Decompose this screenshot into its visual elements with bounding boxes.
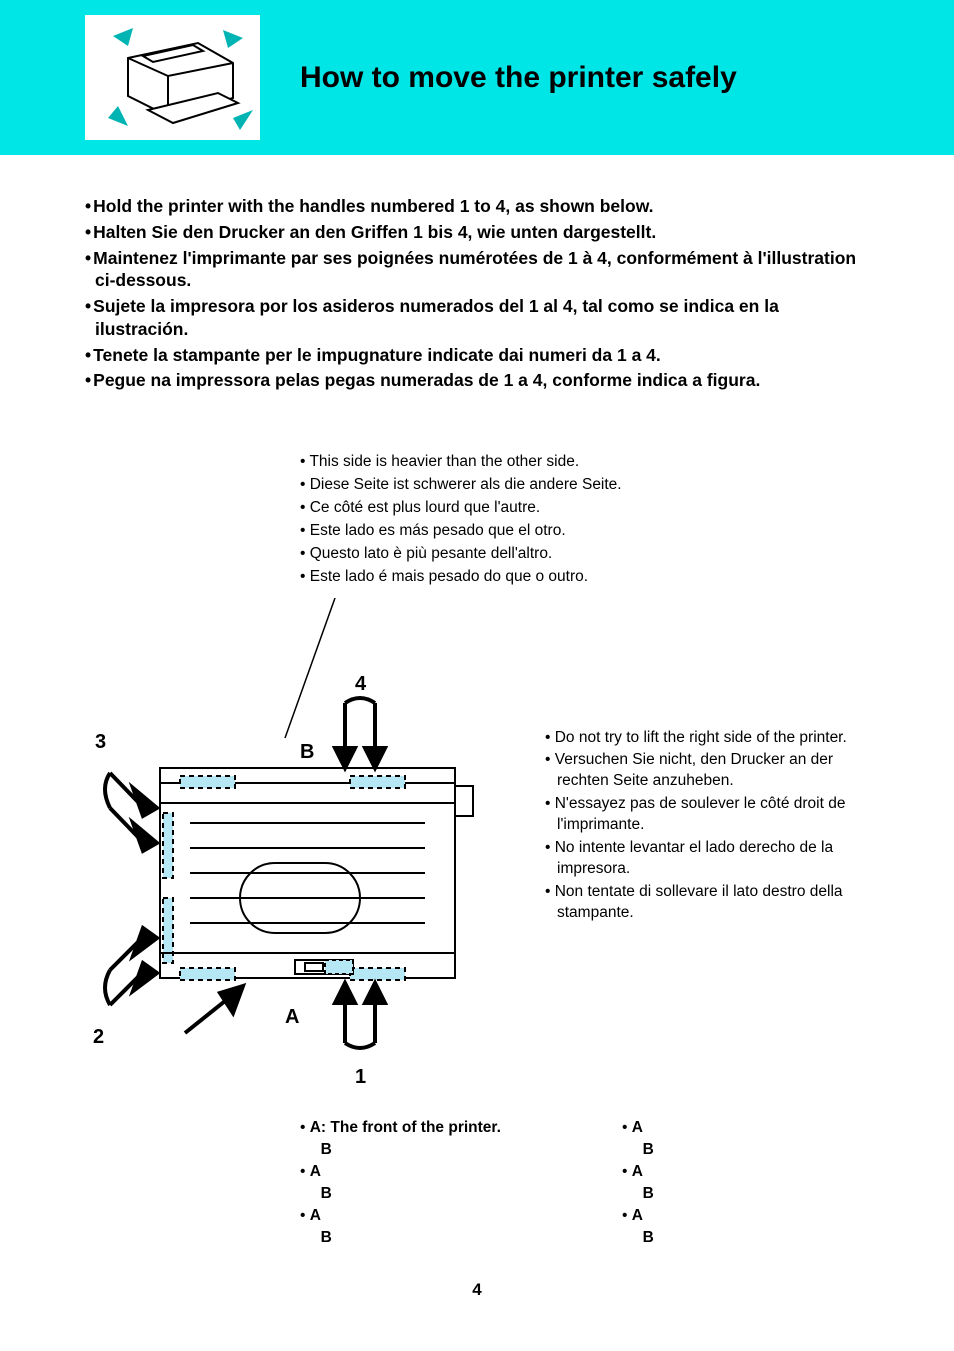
header-band: How to move the printer safely (0, 0, 954, 155)
label-4: 4 (355, 673, 367, 695)
ab-item: • A: The front of the printer. (300, 1118, 547, 1138)
page-number: 4 (85, 1280, 869, 1300)
instruction-item: Sujete la impresora por los asideros num… (85, 295, 869, 341)
main-instructions: Hold the printer with the handles number… (85, 195, 869, 392)
instruction-item: Halten Sie den Drucker an den Griffen 1 … (85, 221, 869, 244)
label-1: 1 (355, 1066, 366, 1088)
ab-column-right: • A B • A B • A B (622, 1118, 869, 1251)
note-item: Ce côté est plus lourd que l'autre. (300, 498, 869, 519)
printer-lift-icon (85, 15, 260, 140)
ab-item: B (622, 1228, 869, 1248)
note-item: This side is heavier than the other side… (300, 452, 869, 473)
ab-item: B (300, 1140, 547, 1160)
label-3: 3 (95, 731, 106, 753)
note-item: Este lado es más pesado que el otro. (300, 521, 869, 542)
note-item: Non tentate di sollevare il lato destro … (545, 882, 869, 924)
label-A: A (285, 1006, 299, 1028)
ab-item: B (300, 1228, 547, 1248)
ab-item: B (300, 1184, 547, 1204)
instruction-item: Pegue na impressora pelas pegas numerada… (85, 369, 869, 392)
note-item: Versuchen Sie nicht, den Drucker an der … (545, 750, 869, 792)
instruction-item: Hold the printer with the handles number… (85, 195, 869, 218)
instruction-item: Tenete la stampante per le impugnature i… (85, 344, 869, 367)
label-2: 2 (93, 1026, 104, 1048)
heavier-side-notes: This side is heavier than the other side… (300, 452, 869, 588)
note-item: N'essayez pas de soulever le côté droit … (545, 794, 869, 836)
printer-diagram: 4 B 3 2 (85, 598, 485, 1088)
instruction-item: Maintenez l'imprimante par ses poignées … (85, 247, 869, 293)
note-item: Questo lato è più pesante dell'altro. (300, 544, 869, 565)
ab-item: • A (622, 1206, 869, 1226)
ab-legend: • A: The front of the printer. B • A B •… (300, 1118, 869, 1251)
label-B: B (300, 741, 314, 763)
note-item: No intente levantar el lado derecho de l… (545, 838, 869, 880)
page-title: How to move the printer safely (300, 61, 737, 95)
ab-item: • A (300, 1206, 547, 1226)
ab-item: • A (622, 1118, 869, 1138)
note-item: Este lado é mais pesado do que o outro. (300, 567, 869, 588)
note-item: Diese Seite ist schwerer als die andere … (300, 475, 869, 496)
right-side-notes: Do not try to lift the right side of the… (545, 728, 869, 926)
ab-item: B (622, 1184, 869, 1204)
ab-item: • A (622, 1162, 869, 1182)
ab-item: B (622, 1140, 869, 1160)
ab-column-left: • A: The front of the printer. B • A B •… (300, 1118, 547, 1251)
note-item: Do not try to lift the right side of the… (545, 728, 869, 749)
content: Hold the printer with the handles number… (0, 155, 954, 1320)
ab-item: • A (300, 1162, 547, 1182)
